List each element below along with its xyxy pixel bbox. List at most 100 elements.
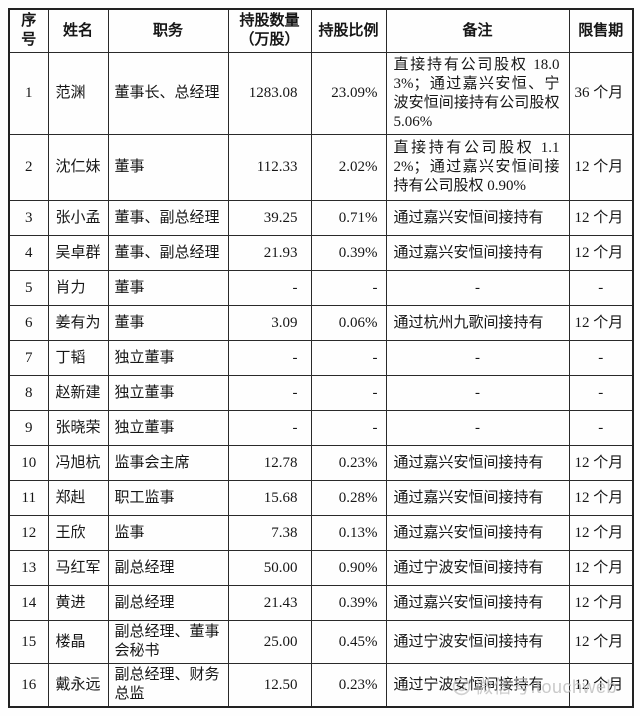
cell-lockup: 12 个月 <box>568 200 634 237</box>
cell-ratio: - <box>310 270 387 307</box>
cell-shares: 12.78 <box>227 445 312 482</box>
cell-ratio: 2.02% <box>310 134 387 202</box>
cell-remark: - <box>385 410 570 447</box>
cell-lockup: 12 个月 <box>568 235 634 272</box>
cell-no: 14 <box>8 585 49 622</box>
cell-position: 副总经理 <box>107 585 229 622</box>
cell-remark: - <box>385 270 570 307</box>
cell-no: 10 <box>8 445 49 482</box>
cell-name: 丁韬 <box>47 340 109 377</box>
cell-remark: 通过杭州九歌间接持有 <box>385 305 570 342</box>
cell-ratio: - <box>310 340 387 377</box>
cell-ratio: 0.39% <box>310 585 387 622</box>
cell-name: 郑赳 <box>47 480 109 517</box>
cell-name: 楼晶 <box>47 620 109 665</box>
cell-position: 董事 <box>107 305 229 342</box>
table-row: 11 郑赳 职工监事 15.68 0.28% 通过嘉兴安恒间接持有 12 个月 <box>8 480 634 517</box>
cell-ratio: 0.90% <box>310 550 387 587</box>
cell-position: 董事、副总经理 <box>107 200 229 237</box>
cell-lockup: 12 个月 <box>568 305 634 342</box>
cell-remark: 通过嘉兴安恒间接持有 <box>385 480 570 517</box>
cell-lockup: - <box>568 410 634 447</box>
cell-no: 4 <box>8 235 49 272</box>
cell-shares: 39.25 <box>227 200 312 237</box>
cell-position: 副总经理、财务总监 <box>107 663 229 708</box>
header-no: 序号 <box>8 8 49 54</box>
cell-no: 8 <box>8 375 49 412</box>
table-row: 1 范渊 董事长、总经理 1283.08 23.09% 直接持有公司股权 18.… <box>8 52 634 136</box>
cell-position: 监事会主席 <box>107 445 229 482</box>
cell-position: 副总经理 <box>107 550 229 587</box>
table-row: 15 楼晶 副总经理、董事会秘书 25.00 0.45% 通过宁波安恒间接持有 … <box>8 620 634 665</box>
cell-lockup: 12 个月 <box>568 515 634 552</box>
cell-shares: 3.09 <box>227 305 312 342</box>
cell-lockup: 12 个月 <box>568 663 634 708</box>
cell-shares: - <box>227 410 312 447</box>
cell-name: 沈仁妹 <box>47 134 109 202</box>
cell-lockup: 12 个月 <box>568 445 634 482</box>
cell-no: 11 <box>8 480 49 517</box>
table-row: 5 肖力 董事 - - - - <box>8 270 634 307</box>
cell-name: 冯旭杭 <box>47 445 109 482</box>
cell-no: 15 <box>8 620 49 665</box>
cell-position: 独立董事 <box>107 375 229 412</box>
cell-name: 范渊 <box>47 52 109 136</box>
cell-name: 姜有为 <box>47 305 109 342</box>
cell-no: 16 <box>8 663 49 708</box>
cell-remark: 通过嘉兴安恒间接持有 <box>385 515 570 552</box>
cell-ratio: - <box>310 410 387 447</box>
table-row: 4 吴卓群 董事、副总经理 21.93 0.39% 通过嘉兴安恒间接持有 12 … <box>8 235 634 272</box>
table-row: 8 赵新建 独立董事 - - - - <box>8 375 634 412</box>
cell-no: 2 <box>8 134 49 202</box>
cell-name: 戴永远 <box>47 663 109 708</box>
cell-no: 12 <box>8 515 49 552</box>
cell-name: 王欣 <box>47 515 109 552</box>
cell-ratio: 0.28% <box>310 480 387 517</box>
table-row: 16 戴永远 副总经理、财务总监 12.50 0.23% 通过宁波安恒间接持有 … <box>8 663 634 708</box>
header-ratio: 持股比例 <box>310 8 387 54</box>
cell-position: 董事 <box>107 270 229 307</box>
table-row: 3 张小孟 董事、副总经理 39.25 0.71% 通过嘉兴安恒间接持有 12 … <box>8 200 634 237</box>
table-row: 2 沈仁妹 董事 112.33 2.02% 直接持有公司股权 1.12%；通过嘉… <box>8 134 634 202</box>
cell-name: 马红军 <box>47 550 109 587</box>
cell-remark: 通过嘉兴安恒间接持有 <box>385 200 570 237</box>
cell-no: 13 <box>8 550 49 587</box>
cell-lockup: 12 个月 <box>568 620 634 665</box>
cell-shares: - <box>227 375 312 412</box>
table-row: 14 黄进 副总经理 21.43 0.39% 通过嘉兴安恒间接持有 12 个月 <box>8 585 634 622</box>
cell-name: 张晓荣 <box>47 410 109 447</box>
cell-name: 张小孟 <box>47 200 109 237</box>
cell-position: 董事、副总经理 <box>107 235 229 272</box>
table-row: 7 丁韬 独立董事 - - - - <box>8 340 634 377</box>
cell-shares: 7.38 <box>227 515 312 552</box>
cell-shares: 112.33 <box>227 134 312 202</box>
cell-shares: 15.68 <box>227 480 312 517</box>
cell-remark: - <box>385 340 570 377</box>
cell-position: 独立董事 <box>107 410 229 447</box>
table-row: 9 张晓荣 独立董事 - - - - <box>8 410 634 447</box>
cell-position: 副总经理、董事会秘书 <box>107 620 229 665</box>
cell-shares: - <box>227 340 312 377</box>
cell-ratio: 0.71% <box>310 200 387 237</box>
cell-name: 黄进 <box>47 585 109 622</box>
cell-shares: 12.50 <box>227 663 312 708</box>
cell-remark: 通过宁波安恒间接持有 <box>385 663 570 708</box>
shareholder-table: 序号 姓名 职务 持股数量（万股） 持股比例 备注 限售期 1 范渊 董事长、总… <box>8 8 634 709</box>
cell-remark: 通过宁波安恒间接持有 <box>385 550 570 587</box>
header-lockup: 限售期 <box>568 8 634 54</box>
cell-shares: 21.93 <box>227 235 312 272</box>
cell-lockup: 12 个月 <box>568 585 634 622</box>
cell-remark: - <box>385 375 570 412</box>
cell-position: 董事 <box>107 134 229 202</box>
cell-ratio: - <box>310 375 387 412</box>
cell-ratio: 0.45% <box>310 620 387 665</box>
cell-shares: - <box>227 270 312 307</box>
cell-remark: 直接持有公司股权 1.12%；通过嘉兴安恒间接持有公司股权 0.90% <box>385 134 570 202</box>
cell-no: 9 <box>8 410 49 447</box>
header-shares: 持股数量（万股） <box>227 8 312 54</box>
cell-no: 5 <box>8 270 49 307</box>
cell-name: 赵新建 <box>47 375 109 412</box>
cell-remark: 通过嘉兴安恒间接持有 <box>385 585 570 622</box>
cell-no: 3 <box>8 200 49 237</box>
